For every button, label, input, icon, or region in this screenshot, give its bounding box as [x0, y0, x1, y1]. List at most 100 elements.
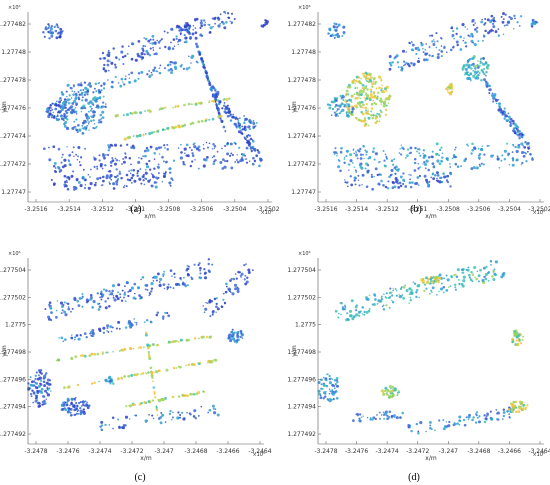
- data-point: [518, 130, 521, 133]
- data-point: [467, 273, 471, 277]
- data-point: [207, 269, 211, 273]
- data-point: [167, 47, 171, 51]
- data-point: [328, 106, 332, 110]
- data-point: [70, 310, 72, 313]
- data-point: [339, 94, 342, 98]
- data-point: [100, 105, 103, 108]
- data-point: [407, 426, 410, 429]
- data-point: [100, 290, 103, 293]
- data-point: [511, 163, 515, 167]
- data-point: [251, 145, 255, 149]
- data-point: [195, 45, 199, 49]
- data-point: [349, 159, 353, 163]
- data-point: [445, 175, 448, 178]
- data-point: [393, 167, 395, 170]
- data-point: [408, 287, 411, 290]
- data-point: [496, 411, 500, 415]
- data-point: [361, 313, 364, 315]
- data-point: [251, 269, 254, 272]
- data-point: [339, 112, 342, 115]
- data-point: [98, 159, 101, 162]
- data-point: [451, 33, 455, 37]
- data-point: [151, 42, 154, 45]
- data-point: [124, 300, 127, 303]
- data-point: [347, 93, 350, 96]
- data-point: [119, 144, 123, 147]
- data-point: [340, 110, 343, 113]
- data-point: [454, 162, 458, 166]
- data-point: [344, 156, 346, 159]
- data-point: [77, 338, 80, 341]
- data-point: [68, 153, 72, 157]
- data-point: [359, 97, 362, 100]
- data-point: [516, 333, 518, 336]
- data-point: [113, 175, 117, 178]
- data-point: [76, 299, 79, 303]
- data-point: [422, 152, 424, 155]
- x-tick-label: -3.2504: [223, 206, 246, 213]
- data-point: [101, 51, 105, 55]
- data-point: [38, 404, 42, 408]
- data-point: [64, 116, 67, 119]
- data-point: [522, 144, 524, 147]
- data-point: [364, 122, 368, 126]
- data-point: [509, 117, 512, 121]
- data-point: [76, 159, 79, 161]
- data-point: [335, 26, 339, 29]
- data-point: [463, 159, 467, 163]
- data-point: [515, 344, 518, 347]
- data-point: [227, 110, 231, 115]
- data-point: [145, 147, 149, 150]
- data-point: [57, 165, 60, 169]
- data-point: [203, 391, 206, 393]
- data-point: [171, 418, 173, 421]
- data-point: [241, 153, 246, 157]
- data-point: [423, 161, 426, 164]
- data-point: [458, 283, 461, 285]
- data-point: [389, 390, 392, 394]
- data-point: [171, 179, 174, 182]
- data-point: [177, 340, 180, 343]
- data-point: [111, 156, 114, 160]
- data-point: [187, 284, 189, 287]
- data-point: [333, 153, 336, 156]
- data-point: [49, 27, 53, 31]
- data-point: [419, 166, 421, 169]
- data-point: [99, 113, 103, 117]
- data-point: [372, 80, 375, 83]
- data-point: [348, 98, 353, 102]
- data-point: [65, 184, 68, 188]
- data-point: [130, 286, 134, 290]
- data-point: [392, 287, 395, 290]
- y-exponent-label: ×10⁶: [298, 5, 311, 11]
- data-point: [123, 375, 126, 378]
- data-point: [475, 30, 479, 33]
- data-point: [148, 54, 152, 57]
- data-point: [331, 378, 334, 381]
- data-point: [483, 23, 486, 26]
- data-point: [82, 168, 85, 171]
- data-point: [73, 408, 76, 412]
- data-point: [469, 72, 473, 76]
- data-point: [152, 46, 154, 49]
- data-point: [130, 57, 134, 61]
- data-point: [412, 49, 415, 52]
- data-point: [72, 404, 76, 408]
- data-point: [144, 372, 147, 374]
- data-point: [109, 160, 113, 164]
- data-point: [219, 22, 222, 25]
- data-point: [365, 185, 369, 188]
- data-point: [149, 145, 153, 149]
- data-point: [184, 152, 186, 154]
- data-point: [157, 399, 162, 403]
- data-point: [388, 385, 392, 389]
- data-point: [483, 420, 487, 424]
- data-point: [517, 405, 521, 409]
- data-point: [86, 93, 89, 96]
- data-point: [160, 411, 163, 414]
- data-point: [430, 276, 434, 280]
- data-point: [54, 167, 57, 169]
- data-point: [91, 332, 95, 336]
- data-point: [230, 291, 232, 294]
- data-point: [400, 295, 403, 298]
